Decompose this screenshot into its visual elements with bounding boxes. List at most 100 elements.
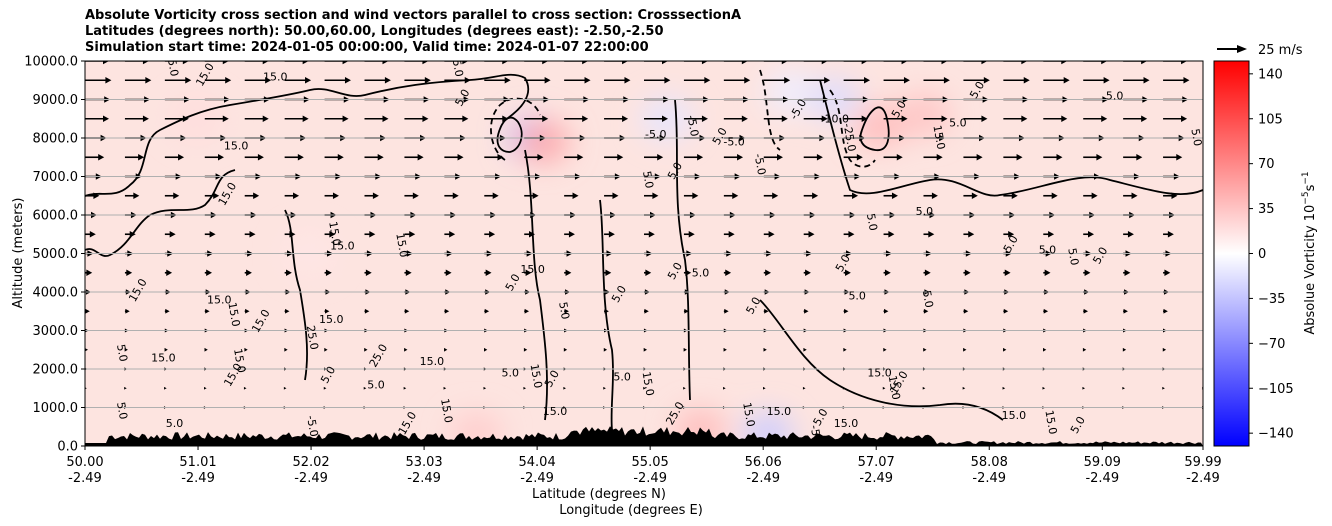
- wind-vector: [1163, 76, 1190, 84]
- wind-vector: [683, 347, 687, 352]
- y-tick-label: 6000.0: [33, 209, 79, 224]
- contour-label: 15.0: [151, 351, 176, 364]
- x-axis-label-longitude: Longitude (degrees E): [559, 503, 703, 518]
- wind-vector: [803, 76, 831, 84]
- wind-vector: [244, 230, 256, 238]
- wind-vector: [124, 386, 127, 390]
- wind-vector: [1123, 115, 1148, 123]
- contour-line-dashed-1: [490, 97, 541, 161]
- wind-vector: [1162, 347, 1167, 352]
- contour-label: 15.0: [1042, 409, 1059, 435]
- wind-vector: [1003, 347, 1007, 352]
- wind-vector: [364, 192, 379, 200]
- wind-vector: [324, 230, 336, 238]
- wind-vector: [1123, 76, 1150, 84]
- wind-vector: [524, 61, 549, 65]
- y-axis: 0.0 1000.0 2000.0 3000.0 4000.0 5000.0 6000.0 7…: [24, 55, 85, 455]
- wind-vector: [444, 153, 464, 161]
- wind-vector: [883, 61, 908, 65]
- wind-vector: [1083, 192, 1098, 200]
- wind-vector: [1123, 269, 1131, 276]
- wind-vector: [1203, 309, 1208, 314]
- wind-vector: [843, 230, 855, 238]
- contour-label: 5.0: [916, 205, 934, 218]
- wind-vector: [603, 386, 606, 390]
- wind-vector: [644, 61, 668, 65]
- wind-vector: [1203, 231, 1214, 238]
- wind-vector: [723, 386, 726, 390]
- contour-line-upper: [85, 73, 530, 197]
- wind-vector: [963, 230, 975, 238]
- wind-vector: [963, 61, 988, 65]
- vorticity-region-0: [170, 96, 223, 141]
- wind-vector: [1083, 76, 1110, 84]
- wind-vector: [883, 115, 908, 123]
- wind-vector: [644, 230, 655, 238]
- contour-labels: 15.0 15.0 15.0 5.05.015.015.015.015.0 15.015…: [114, 58, 1203, 447]
- wind-vector: [124, 230, 136, 238]
- wind-vector: [444, 192, 459, 200]
- wind-vector: [604, 269, 612, 276]
- wind-vector: [1003, 115, 1028, 123]
- contour-label: 5.0: [114, 343, 130, 362]
- wind-vector: [1083, 269, 1091, 276]
- chart-title-line-1: Absolute Vorticity cross section and win…: [85, 8, 742, 23]
- colorbar-tick-label: 70: [1258, 157, 1275, 172]
- wind-vector: [723, 308, 729, 314]
- wind-vector: [404, 192, 419, 200]
- wind-vector: [1163, 269, 1171, 276]
- x-tick-label-lat: 51.01: [179, 455, 216, 470]
- wind-vector: [244, 308, 250, 314]
- y-axis-label: Altitude (meters): [11, 198, 26, 309]
- wind-vector: [1123, 308, 1128, 314]
- wind-vector: [923, 347, 927, 352]
- wind-vector: [1003, 192, 1018, 200]
- wind-vector: [364, 61, 389, 65]
- wind-vector: [444, 115, 469, 123]
- wind-vector: [763, 192, 779, 200]
- wind-vector: [164, 308, 170, 314]
- wind-vector: [723, 192, 739, 200]
- contour-label: 15.0: [263, 70, 288, 83]
- wind-vector: [524, 153, 544, 161]
- x-tick-label-lon: -2.49: [859, 471, 893, 486]
- wind-vector: [483, 347, 488, 352]
- wind-vector: [244, 347, 248, 352]
- wind-vector: [644, 153, 664, 161]
- contour-label: -5.0: [808, 424, 825, 447]
- x-tick-label-lat: 58.08: [971, 455, 1008, 470]
- wind-vector: [1122, 386, 1125, 390]
- wind-vector: [1163, 61, 1188, 65]
- wind-vector: [604, 308, 609, 314]
- wind-vector: [204, 308, 210, 314]
- wind-vector: [1003, 269, 1011, 276]
- wind-vector: [1123, 230, 1134, 238]
- contour-label: -5.0: [304, 414, 321, 437]
- wind-vector: [1043, 76, 1070, 84]
- wind-vector: [563, 386, 566, 390]
- wind-vector: [803, 347, 807, 352]
- wind-vector: [723, 347, 727, 352]
- wind-vector: [1043, 192, 1058, 200]
- wind-vector: [644, 115, 668, 123]
- contour-line-dashed-2: [829, 89, 876, 168]
- wind-vector: [1122, 347, 1127, 352]
- wind-vector: [1043, 269, 1051, 276]
- contour-label: 5.0: [864, 212, 880, 231]
- contour-label: 15.0: [867, 367, 892, 380]
- contour-label: -5.0: [752, 153, 769, 176]
- wind-vector: [524, 308, 530, 314]
- wind-vector: [364, 230, 376, 238]
- wind-vector: [1043, 61, 1068, 65]
- wind-vector: [364, 269, 372, 276]
- contour-label: 15.0: [886, 374, 903, 400]
- wind-vector: [404, 115, 429, 123]
- y-tick-label: 8000.0: [33, 132, 79, 147]
- wind-vector: [523, 386, 527, 390]
- wind-vector: [85, 61, 109, 65]
- wind-vector: [204, 61, 229, 65]
- x-tick-label-lat: 53.03: [405, 455, 442, 470]
- wind-vector: [164, 115, 189, 123]
- wind-vector: [1163, 115, 1188, 123]
- contour-label: 5.0: [450, 58, 466, 77]
